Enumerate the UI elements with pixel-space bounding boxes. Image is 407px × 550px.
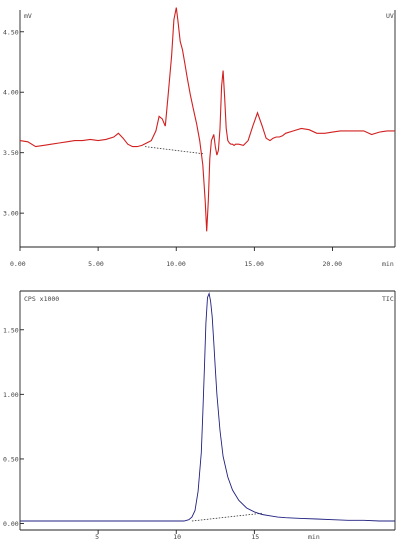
uv-x-tick-label: 20.00: [323, 260, 343, 268]
tic-x-tick-labels: 5 10 15: [95, 530, 259, 541]
tic-series-line: [20, 292, 395, 522]
uv-x-tick-labels: 0.00 5.00 10.00 15.00 20.00: [10, 247, 342, 268]
tic-x-tick-label: 5: [95, 533, 99, 541]
tic-corner-left-label: CPS x1000: [24, 295, 59, 303]
uv-y-tick-label: 3.50: [3, 149, 19, 157]
tic-y-tick-label: 1.50: [3, 326, 19, 334]
uv-chart: mV UV min 3.00 3.50 4.00 4.50 0.00 5.00 10.00…: [3, 7, 396, 268]
uv-x-unit-label: min: [382, 260, 394, 268]
tic-baseline-line: [191, 512, 263, 522]
uv-baseline-line: [144, 146, 205, 155]
tic-y-tick-label: 0.50: [3, 455, 19, 463]
uv-y-tick-labels: 3.00 3.50 4.00 4.50: [3, 28, 24, 218]
tic-y-tick-label: 1.00: [3, 391, 19, 399]
uv-series-line: [19, 7, 395, 232]
tic-x-unit-label: min: [308, 533, 320, 541]
tic-y-tick-labels: 0.00 0.50 1.00 1.50: [3, 326, 24, 528]
tic-y-tick-label: 0.00: [3, 520, 19, 528]
uv-corner-right-label: UV: [386, 12, 394, 20]
uv-y-tick-label: 4.50: [3, 28, 19, 36]
uv-y-tick-label: 4.00: [3, 89, 19, 97]
tic-corner-right-label: TIC: [382, 295, 394, 303]
uv-x-tick-label: 5.00: [88, 260, 104, 268]
tic-x-tick-label: 10: [173, 533, 181, 541]
tic-chart: CPS x1000 TIC min 0.00 0.50 1.00 1.50 5 10 15: [3, 290, 396, 541]
uv-corner-left-label: mV: [24, 12, 32, 20]
uv-x-tick-label: 10.00: [166, 260, 186, 268]
uv-x-tick-label: 15.00: [244, 260, 264, 268]
uv-y-tick-label: 3.00: [3, 210, 19, 218]
tic-x-tick-label: 15: [251, 533, 259, 541]
uv-x-tick-label: 0.00: [10, 260, 26, 268]
